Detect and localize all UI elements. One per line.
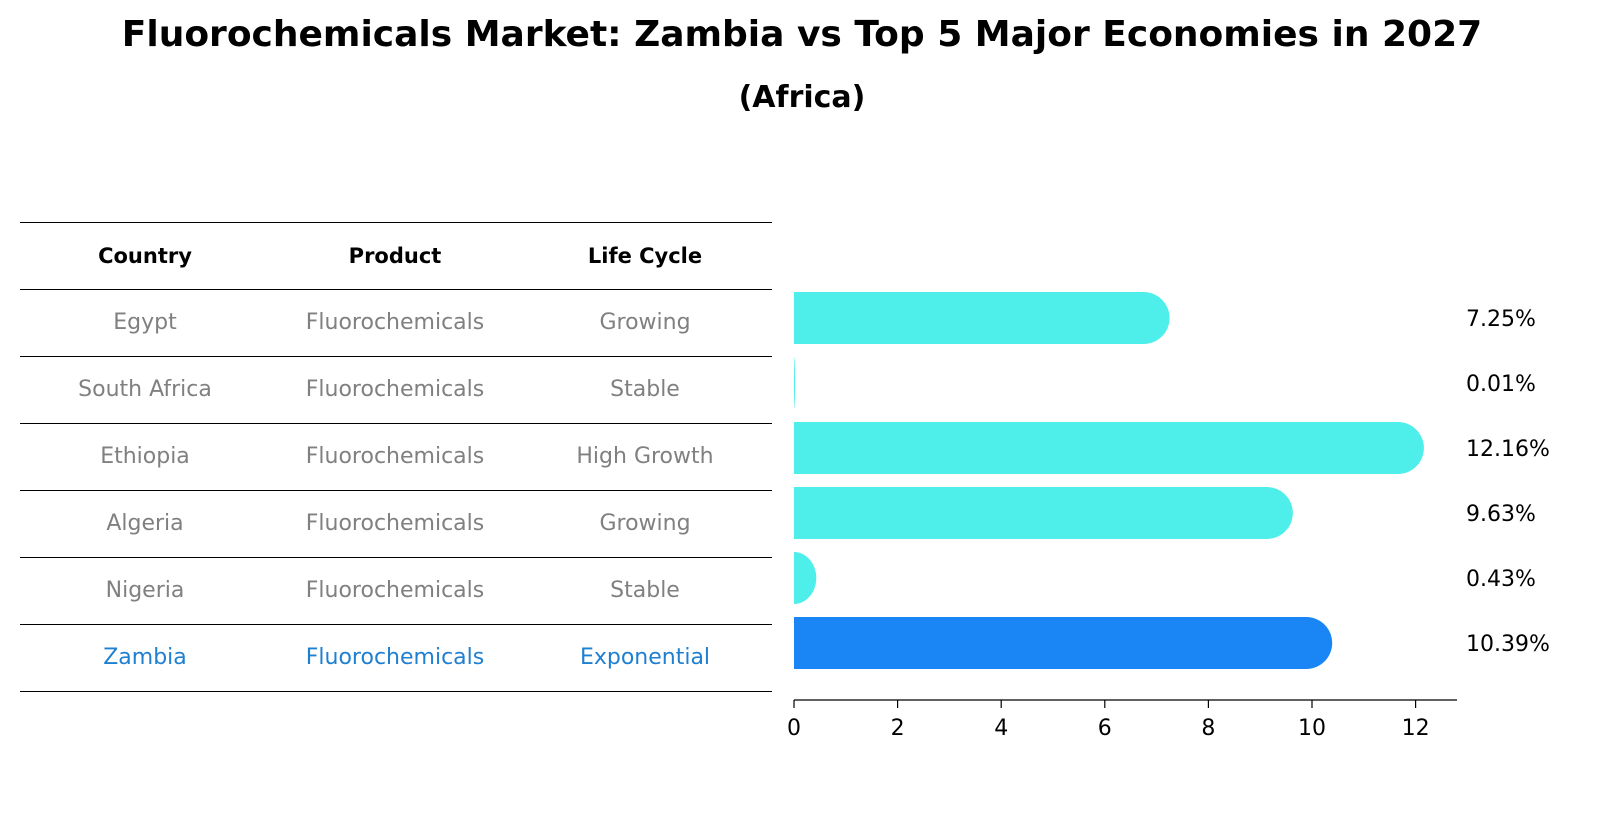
chart-subtitle: (Africa) xyxy=(738,80,866,115)
country-cell: Egypt xyxy=(113,310,177,335)
product-cell: Fluorochemicals xyxy=(305,645,485,670)
x-tick-label: 4 xyxy=(994,716,1008,741)
table-row: Ethiopia Fluorochemicals High Growth xyxy=(20,423,772,490)
product-cell: Fluorochemicals xyxy=(305,310,485,335)
product-cell: Fluorochemicals xyxy=(305,578,485,603)
chart-title: Fluorochemicals Market: Zambia vs Top 5 … xyxy=(121,14,1483,55)
table-row: Nigeria Fluorochemicals Stable xyxy=(20,557,772,624)
table-row: Egypt Fluorochemicals Growing xyxy=(20,289,772,356)
market-table: Country Product Life Cycle Egypt Fluoroc… xyxy=(20,222,772,692)
product-cell: Fluorochemicals xyxy=(305,444,485,469)
life-cycle-cell: Stable xyxy=(610,578,680,603)
bar xyxy=(794,422,1424,474)
header-product: Product xyxy=(348,244,442,268)
x-tick-label: 6 xyxy=(1098,716,1112,741)
bar-highlight xyxy=(794,617,1333,669)
life-cycle-cell: Exponential xyxy=(579,645,711,670)
table-row-highlight: Zambia Fluorochemicals Exponential xyxy=(20,624,772,692)
bar xyxy=(794,292,1170,344)
product-cell: Fluorochemicals xyxy=(305,511,485,536)
value-label: 12.16% xyxy=(1466,437,1550,462)
life-cycle-cell: High Growth xyxy=(576,444,714,469)
header-country: Country xyxy=(98,244,192,268)
bar xyxy=(794,487,1293,539)
header-life-cycle: Life Cycle xyxy=(587,244,703,268)
bar xyxy=(794,357,795,409)
country-cell: Algeria xyxy=(106,511,184,536)
x-tick-label: 2 xyxy=(891,716,905,741)
value-label: 9.63% xyxy=(1466,502,1536,527)
life-cycle-cell: Growing xyxy=(599,511,691,536)
life-cycle-cell: Stable xyxy=(610,377,680,402)
x-tick-label: 10 xyxy=(1298,716,1326,741)
table-header-row: Country Product Life Cycle xyxy=(20,222,772,289)
country-cell: Zambia xyxy=(103,645,187,670)
country-cell: South Africa xyxy=(78,377,212,402)
life-cycle-cell: Growing xyxy=(599,310,691,335)
country-cell: Nigeria xyxy=(105,578,185,603)
table-row: Algeria Fluorochemicals Growing xyxy=(20,490,772,557)
x-tick-label: 12 xyxy=(1402,716,1430,741)
bar xyxy=(794,552,817,604)
value-label: 0.43% xyxy=(1466,567,1536,592)
value-label: 10.39% xyxy=(1466,632,1550,657)
table-row: South Africa Fluorochemicals Stable xyxy=(20,356,772,423)
product-cell: Fluorochemicals xyxy=(305,377,485,402)
country-cell: Ethiopia xyxy=(100,444,190,469)
value-label: 0.01% xyxy=(1466,372,1536,397)
growth-bar-chart: 7.25% 0.01% 12.16% 9.63% 0.43% 10.39% 0 2 4 6 8 10 1… xyxy=(787,292,1550,741)
x-tick-label: 0 xyxy=(787,716,801,741)
x-tick-label: 8 xyxy=(1201,716,1215,741)
value-label: 7.25% xyxy=(1466,307,1536,332)
